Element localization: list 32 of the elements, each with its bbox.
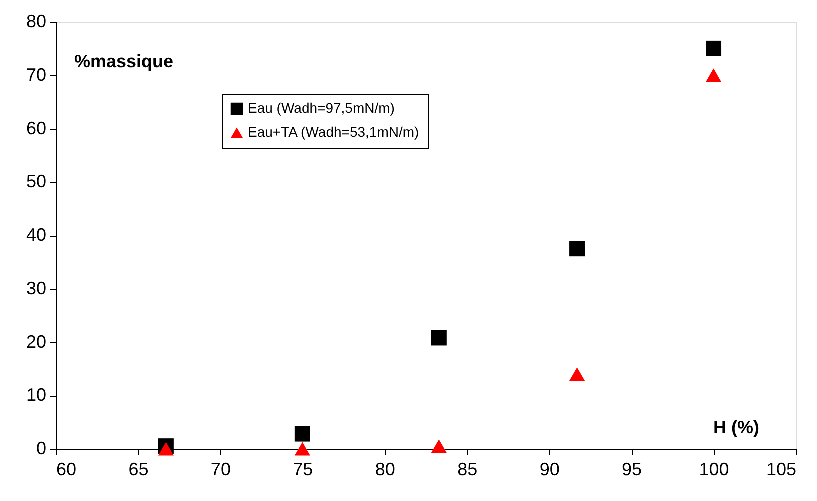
point (706, 40, 722, 56)
y-tick-label: 10 (26, 385, 46, 406)
point (570, 368, 586, 381)
x-tick-label: 75 (293, 460, 314, 480)
y-tick-label: 30 (26, 278, 46, 298)
x-axis-title: H (%) (714, 418, 760, 438)
x-tick-label: 80 (375, 460, 396, 480)
y-tick-label: 40 (26, 225, 46, 245)
legend-label: Eau (Wadh=97,5mN/m) (248, 100, 395, 116)
x-tick-label: 105 (766, 460, 796, 480)
x-tick-label: 100 (699, 460, 730, 480)
y-tick-label: 20 (26, 332, 46, 352)
y-axis-title: %massique (74, 52, 174, 72)
x-tick-label: 90 (540, 460, 560, 480)
y-tick-label: 80 (26, 12, 46, 32)
y-tick-label: 0 (36, 438, 46, 458)
point (158, 442, 174, 456)
x-tick-label: 60 (56, 460, 77, 480)
x-tick-label: 95 (622, 460, 642, 480)
legend-label: Eau+TA (Wadh=53,1mN/m) (248, 124, 420, 140)
point (431, 440, 447, 454)
x-tick-label: 70 (210, 460, 231, 480)
point (294, 442, 310, 456)
point (431, 330, 447, 346)
y-tick-label: 50 (26, 172, 46, 192)
y-tick-label: 70 (26, 64, 46, 85)
x-tick-label: 85 (458, 460, 478, 480)
point (706, 68, 722, 82)
x-tick-label: 65 (128, 460, 149, 480)
point (570, 241, 586, 257)
y-tick-label: 60 (26, 118, 46, 138)
point (294, 426, 310, 442)
